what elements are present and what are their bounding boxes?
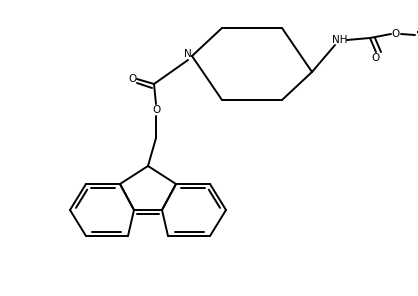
Text: O: O — [372, 53, 380, 63]
Text: N: N — [184, 49, 192, 59]
Text: O: O — [128, 74, 136, 84]
Text: NH: NH — [332, 35, 348, 45]
Text: O: O — [392, 29, 400, 39]
Text: O: O — [152, 105, 160, 115]
